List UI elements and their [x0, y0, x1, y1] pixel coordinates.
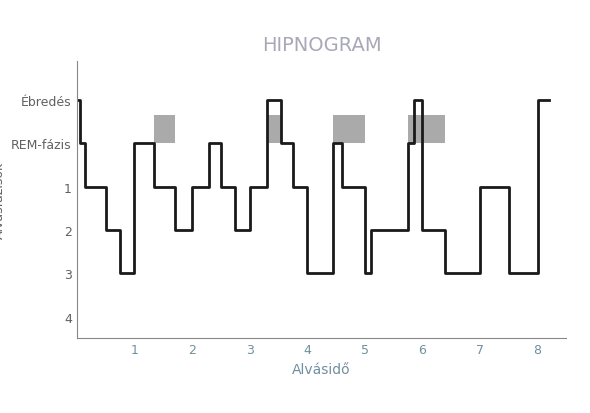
Bar — [155, 116, 175, 144]
Bar — [333, 116, 365, 144]
Title: HIPNOGRAM: HIPNOGRAM — [262, 36, 381, 55]
Y-axis label: Alvásfázisok: Alvásfázisok — [0, 162, 6, 239]
Bar — [408, 116, 445, 144]
Text: 1. ábra: Alvásstádiumok (hypnogram): 1. ábra: Alvásstádiumok (hypnogram) — [12, 388, 309, 403]
X-axis label: Alvásidő: Alvásidő — [292, 362, 351, 376]
Bar — [267, 116, 281, 144]
